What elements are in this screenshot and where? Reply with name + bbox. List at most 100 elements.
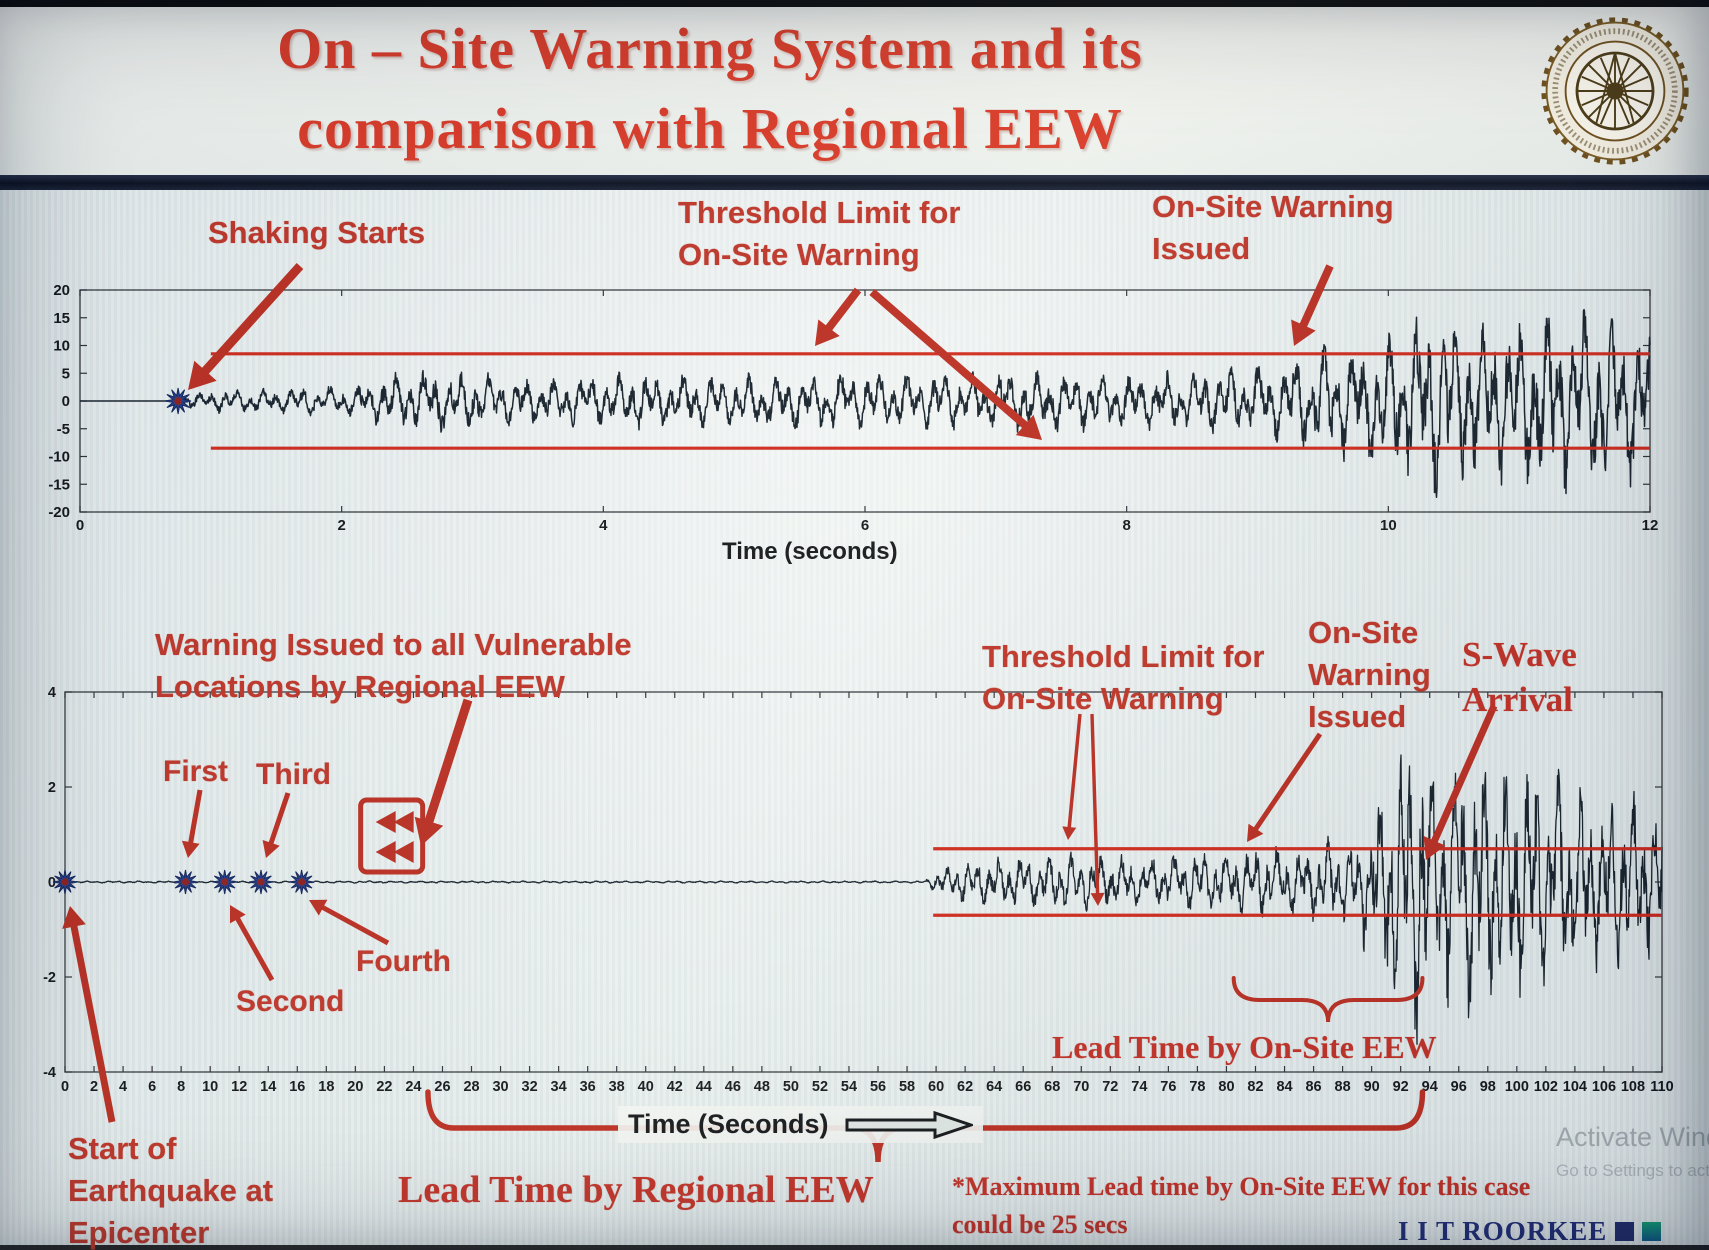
svg-text:20: 20 [53,282,70,299]
trigger-star-core [61,878,69,886]
svg-text:72: 72 [1102,1079,1118,1095]
trigger-star-core [257,878,265,886]
svg-text:44: 44 [696,1079,712,1095]
iit-roorkee-seal-icon [1539,15,1691,167]
fourth-trigger-label: Fourth [356,945,451,978]
svg-text:18: 18 [318,1079,334,1095]
svg-text:2: 2 [337,517,345,534]
svg-text:2: 2 [90,1079,98,1095]
svg-text:8: 8 [177,1079,185,1095]
svg-text:-20: -20 [48,504,70,521]
title-line-1: On – Site Warning System and its [277,16,1143,81]
onsite-warning-issued-bottom-line1: On-Site [1308,615,1419,650]
second-trigger-label: Second [236,985,345,1018]
svg-text:84: 84 [1276,1079,1292,1095]
windows-activation-watermark: Activate Windows Go to Settings to activ… [1556,1122,1709,1181]
svg-text:8: 8 [1122,517,1130,534]
arrow-threshold-top-upper [815,287,862,346]
onsite-warning-issued-bottom-label: On-Site Warning Issued [1308,612,1431,738]
watermark-line1: Activate Windows [1556,1122,1709,1152]
watermark-line2: Go to Settings to activate [1556,1161,1709,1180]
svg-text:82: 82 [1247,1079,1263,1095]
svg-text:54: 54 [841,1079,857,1095]
svg-text:42: 42 [667,1079,683,1095]
threshold-limit-bottom-label: Threshold Limit for On-Site Warning [982,636,1264,720]
svg-text:38: 38 [609,1079,625,1095]
svg-text:-15: -15 [48,476,70,493]
svg-text:58: 58 [899,1079,915,1095]
svg-text:15: 15 [53,310,70,327]
regional-warning-line1: Warning Issued to all Vulnerable [155,627,632,662]
arrow-first [181,789,203,858]
third-trigger-label: Third [256,758,331,791]
svg-text:4: 4 [599,517,608,534]
slide-header: On – Site Warning System and its compari… [0,7,1709,175]
svg-text:36: 36 [580,1079,596,1095]
svg-text:-10: -10 [48,449,70,466]
max-lead-time-note: *Maximum Lead time by On-Site EEW for th… [952,1168,1530,1244]
arrow-threshold-bottom-lower [1090,713,1105,906]
svg-text:78: 78 [1189,1079,1205,1095]
onsite-warning-issued-bottom-line3: Issued [1308,699,1407,734]
lead-time-regional-label: Lead Time by Regional EEW [398,1169,874,1211]
title-line-2: comparison with Regional EEW [297,96,1123,161]
arrow-onsite-warning-top [1291,264,1334,346]
iit-roorkee-wordmark-text: I I T ROORKEE [1398,1216,1608,1246]
svg-text:48: 48 [754,1079,770,1095]
start-epicenter-line2: Earthquake at [68,1173,274,1208]
first-trigger-label: First [163,755,229,788]
bottom-chart-x-axis-title-text: Time (Seconds) [628,1109,829,1139]
svg-text:12: 12 [231,1079,247,1095]
arrow-shaking-starts [188,263,304,390]
onsite-warning-issued-top-line2: Issued [1152,231,1251,266]
svg-text:10: 10 [202,1079,218,1095]
threshold-limit-top-label: Threshold Limit for On-Site Warning [678,192,960,276]
right-block-arrow-icon [845,1110,973,1139]
svg-text:5: 5 [62,365,70,382]
trigger-star-core [298,878,306,886]
trigger-star-core [174,397,183,405]
svg-text:20: 20 [347,1079,363,1095]
onsite-warning-issued-top-label: On-Site Warning Issued [1152,186,1394,270]
max-lead-time-note-line2: could be 25 secs [952,1210,1128,1239]
svg-text:74: 74 [1131,1079,1147,1095]
svg-text:52: 52 [812,1079,828,1095]
svg-text:24: 24 [405,1079,421,1095]
svg-text:10: 10 [1380,517,1397,534]
svg-text:94: 94 [1422,1079,1438,1095]
svg-text:88: 88 [1335,1079,1351,1095]
trigger-star-core [221,878,229,886]
onsite-warning-issued-top-line1: On-Site Warning [1152,189,1394,224]
svg-text:86: 86 [1305,1079,1321,1095]
arrow-regional-warning [414,698,473,846]
svg-text:90: 90 [1364,1079,1380,1095]
arrow-epicenter [62,906,116,1123]
svg-text:110: 110 [1650,1079,1673,1095]
s-wave-arrival-line2: Arrival [1462,680,1573,719]
svg-text:76: 76 [1160,1079,1176,1095]
lead-time-onsite-label: Lead Time by On-Site EEW [1052,1029,1437,1065]
arrow-s-wave [1423,704,1498,860]
threshold-limit-bottom-line2: On-Site Warning [982,681,1224,716]
y-axis-ticks-bottom: 4 2 0 -2 -4 [43,685,1662,1081]
start-epicenter-line1: Start of [68,1131,177,1166]
x-axis-ticks-bottom: 0 2 4 6 8 10 12 14 16 18 20 22 24 26 28 30 32 34 36 38 40 42 4… [61,692,1674,1095]
svg-text:28: 28 [463,1079,479,1095]
arrow-third [262,792,291,858]
y-axis-ticks-top: 20 15 10 5 0 -5 -10 -15 -20 [48,282,1650,521]
svg-text:16: 16 [289,1079,305,1095]
svg-text:6: 6 [148,1079,156,1095]
svg-text:108: 108 [1621,1079,1645,1095]
svg-text:-4: -4 [43,1065,56,1081]
brand-square-teal-icon [1642,1222,1662,1241]
svg-text:106: 106 [1592,1079,1616,1095]
svg-text:70: 70 [1073,1079,1089,1095]
svg-text:92: 92 [1393,1079,1409,1095]
svg-text:12: 12 [1642,517,1659,534]
screen-bezel-bottom [0,1245,1709,1250]
regional-eew-warning-symbol [358,797,426,875]
s-wave-arrival-line1: S-Wave [1462,635,1577,674]
arrow-second [230,905,275,982]
svg-text:0: 0 [48,875,56,891]
regional-warning-line2: Locations by Regional EEW [155,669,565,704]
